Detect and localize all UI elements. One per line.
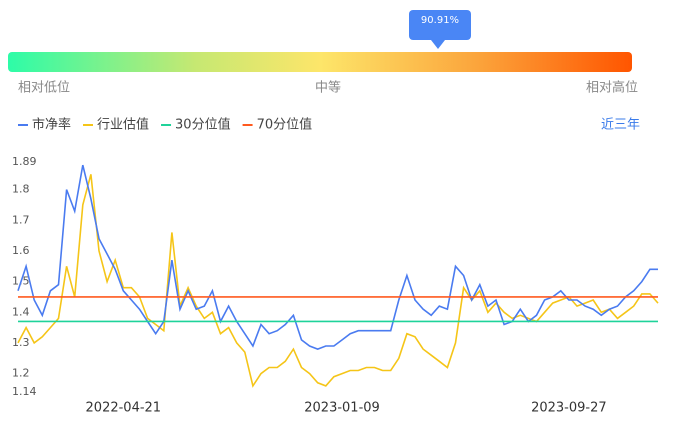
high-label: 相对高位 [586, 80, 638, 96]
legend-label: 行业估值 [97, 117, 149, 133]
y-tick-label: 1.2 [12, 367, 30, 380]
y-tick-label: 1.8 [12, 183, 30, 196]
legend-label: 市净率 [32, 117, 71, 133]
y-tick-label: 1.14 [12, 385, 37, 398]
x-tick-label: 2023-01-09 [304, 401, 380, 416]
badge-pointer [431, 40, 445, 49]
y-tick-label: 1.3 [12, 336, 30, 349]
y-tick-label: 1.4 [12, 305, 30, 318]
series-line [17, 174, 659, 388]
legend-label: 70分位值 [257, 117, 313, 133]
y-tick-label: 1.7 [12, 213, 30, 226]
percentile-badge [409, 10, 471, 40]
mid-label: 中等 [315, 80, 341, 96]
legend-label: 30分位值 [175, 117, 231, 133]
range-button[interactable]: 近三年 [601, 118, 640, 133]
percentile-label: 90.91% [421, 15, 459, 26]
y-tick-label: 1.89 [12, 155, 37, 168]
y-tick-label: 1.6 [12, 244, 30, 257]
low-label: 相对低位 [18, 81, 70, 96]
gradient-bar [8, 52, 632, 72]
x-tick-label: 2023-09-27 [531, 401, 607, 416]
x-tick-label: 2022-04-21 [86, 401, 162, 416]
